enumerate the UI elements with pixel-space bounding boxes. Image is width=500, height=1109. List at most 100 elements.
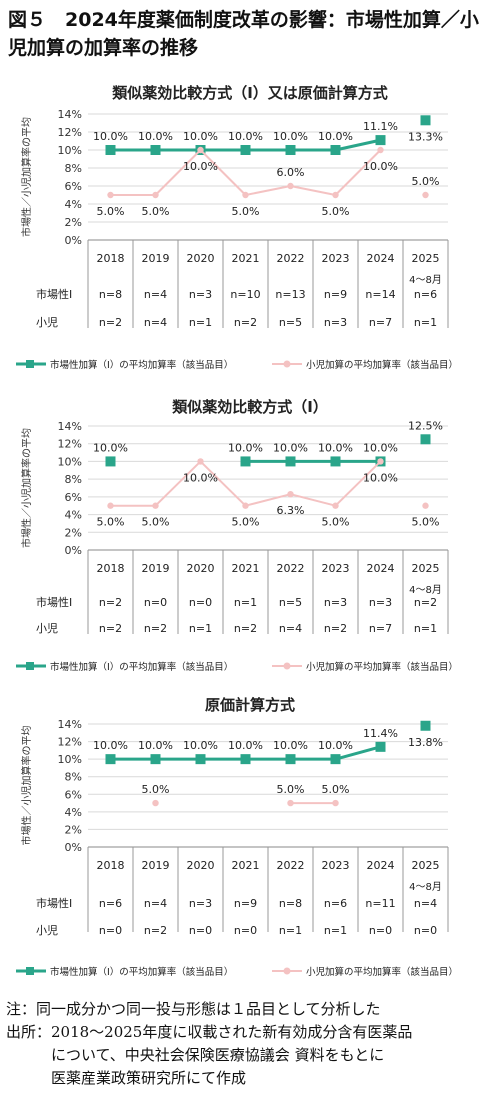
table-cell: n=3 xyxy=(189,897,212,910)
x-tick-label: 2024 xyxy=(367,252,395,265)
data-label: 6.0% xyxy=(277,166,305,179)
data-label: 10.0% xyxy=(183,160,218,173)
x-tick-label: 2020 xyxy=(187,562,215,575)
market-point xyxy=(330,145,341,155)
data-label: 10.0% xyxy=(273,130,308,143)
table-cell: n=2 xyxy=(144,622,167,635)
series-line-segment xyxy=(290,493,336,507)
data-label: 10.0% xyxy=(228,130,263,143)
y-tick-label: 14% xyxy=(58,718,82,731)
pediatric-point xyxy=(152,799,159,807)
x-tick-sublabel: 4～8月 xyxy=(409,584,442,596)
data-label: 10.0% xyxy=(363,160,398,173)
table-row-label: 小児 xyxy=(36,622,58,635)
y-tick-label: 12% xyxy=(58,736,82,749)
x-tick-label: 2018 xyxy=(97,252,125,265)
y-tick-label: 8% xyxy=(65,162,82,175)
note-line-1: 注：同一成分かつ同一投与形態は１品目として分析した xyxy=(6,1000,381,1018)
legend-marker-market xyxy=(26,360,34,368)
table-cell: n=1 xyxy=(189,622,212,635)
y-axis-label: 市場性／小児加算率の平均 xyxy=(20,726,33,846)
table-cell: n=2 xyxy=(324,622,347,635)
data-label: 10.0% xyxy=(183,130,218,143)
table-cell: n=2 xyxy=(414,596,437,609)
x-tick-label: 2025 xyxy=(412,252,440,265)
data-label: 10.0% xyxy=(93,130,128,143)
data-label: 5.0% xyxy=(322,783,350,796)
data-label: 10.0% xyxy=(93,739,128,752)
x-tick-label: 2021 xyxy=(232,859,260,872)
chart-title: 原価計算方式 xyxy=(204,696,295,714)
x-tick-label: 2019 xyxy=(142,859,170,872)
x-tick-label: 2018 xyxy=(97,562,125,575)
legend-label-market: 市場性加算（Ⅰ）の平均加算率（該当品目） xyxy=(50,966,233,978)
data-label: 5.0% xyxy=(142,205,170,218)
market-point xyxy=(105,456,116,467)
table-cell: n=6 xyxy=(99,897,122,910)
data-label: 10.0% xyxy=(228,441,263,454)
series-line-segment xyxy=(335,745,381,761)
pediatric-point xyxy=(152,191,159,199)
data-label: 10.0% xyxy=(93,441,128,454)
table-cell: n=4 xyxy=(279,622,302,635)
chart-svg: 0% 2% 4% 6% 8% 10% 12% 14% 市場性／小児加算率の平均 2018 2019 2… xyxy=(16,718,458,978)
y-tick-label: 12% xyxy=(58,438,82,451)
x-tick-label: 2020 xyxy=(187,859,215,872)
y-tick-label: 4% xyxy=(65,509,82,522)
x-tick-sublabel: 4～8月 xyxy=(409,274,442,286)
market-point xyxy=(420,115,431,126)
y-tick-label: 6% xyxy=(65,491,82,504)
y-tick-label: 14% xyxy=(58,420,82,433)
pediatric-point xyxy=(197,458,204,465)
x-tick-label: 2021 xyxy=(232,252,260,265)
data-label: 10.0% xyxy=(138,130,173,143)
pediatric-point xyxy=(242,191,249,199)
data-label: 10.0% xyxy=(273,441,308,454)
market-point xyxy=(240,456,251,467)
y-tick-label: 0% xyxy=(65,234,82,247)
pediatric-point xyxy=(332,799,339,807)
pediatric-point xyxy=(287,491,294,498)
x-tick-label: 2023 xyxy=(322,562,350,575)
table-cell: n=1 xyxy=(189,316,212,329)
data-label: 10.0% xyxy=(363,471,398,484)
table-cell: n=0 xyxy=(99,924,122,937)
data-label: 10.0% xyxy=(183,471,218,484)
y-tick-label: 14% xyxy=(58,108,82,121)
x-tick-label: 2022 xyxy=(277,252,305,265)
y-tick-label: 6% xyxy=(65,788,82,801)
x-tick-label: 2023 xyxy=(322,859,350,872)
market-point xyxy=(150,145,161,155)
note-line-2: 出所：2018～2025年度に収載された新有効成分含有医薬品 xyxy=(6,1023,413,1041)
table-cell: n=4 xyxy=(144,316,167,329)
series-line-segment xyxy=(245,185,291,196)
market-point xyxy=(195,754,206,765)
table-cell: n=4 xyxy=(414,897,437,910)
y-tick-label: 12% xyxy=(58,126,82,139)
table-cell: n=2 xyxy=(144,924,167,937)
table-cell: n=6 xyxy=(324,897,347,910)
series-line-segment xyxy=(334,149,382,196)
table-cell: n=0 xyxy=(144,596,167,609)
table-cell: n=2 xyxy=(234,622,257,635)
y-tick-label: 10% xyxy=(58,455,82,468)
data-label: 5.0% xyxy=(277,783,305,796)
table-row-label: 小児 xyxy=(36,924,58,937)
chart-title: 類似薬効比較方式（Ⅰ）又は原価計算方式 xyxy=(112,84,388,102)
data-label: 10.0% xyxy=(363,441,398,454)
table-cell: n=0 xyxy=(414,924,437,937)
x-tick-label: 2023 xyxy=(322,252,350,265)
table-cell: n=1 xyxy=(234,596,257,609)
pediatric-point xyxy=(422,502,429,509)
table-cell: n=3 xyxy=(324,316,347,329)
table-cell: n=11 xyxy=(365,897,395,910)
figure-title: 図５ 2024年度薬価制度改革の影響：市場性加算／小児加算の加算率の推移 xyxy=(8,9,479,59)
legend-marker-pediatric xyxy=(283,662,291,670)
data-label: 10.0% xyxy=(318,130,353,143)
table-cell: n=9 xyxy=(324,288,347,301)
legend-label-market: 市場性加算（Ⅰ）の平均加算率（該当品目） xyxy=(50,359,233,371)
data-label: 12.5% xyxy=(408,419,443,432)
market-point xyxy=(105,754,116,765)
pediatric-point xyxy=(107,191,114,199)
legend-label-market: 市場性加算（Ⅰ）の平均加算率（該当品目） xyxy=(50,661,233,673)
